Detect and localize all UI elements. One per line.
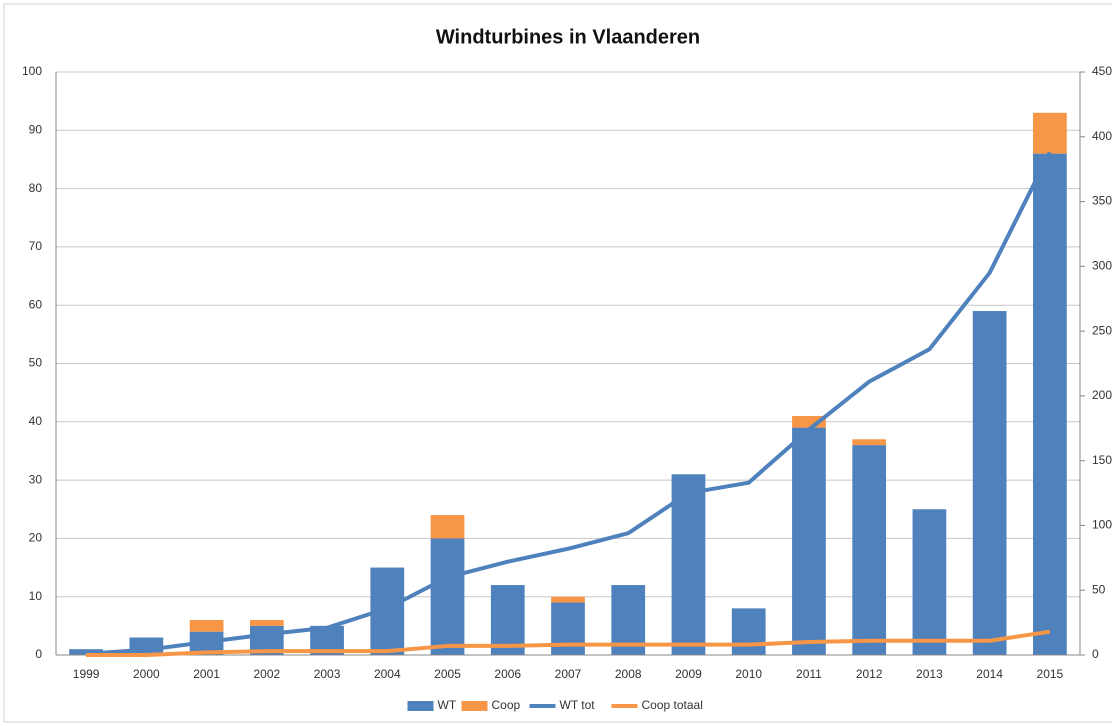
bar [671,474,706,655]
bar [792,427,826,655]
y2-tick-label: 0 [1092,647,1099,661]
bar [430,515,465,539]
bar [551,596,585,603]
chart-title: Windturbines in Vlaanderen [436,26,700,48]
y2-tick-label: 450 [1092,64,1112,78]
y-tick-label: 70 [29,239,43,253]
legend-swatch [461,701,488,711]
x-tick-label: 2003 [314,667,341,681]
x-tick-label: 2009 [675,667,702,681]
y-tick-label: 10 [29,589,43,603]
y2-tick-label: 150 [1092,453,1112,467]
y-tick-label: 0 [35,647,42,661]
y2-tick-label: 50 [1092,582,1106,596]
bar [490,585,525,655]
x-tick-label: 2002 [253,667,280,681]
x-tick-label: 2001 [193,667,220,681]
bar [249,620,284,626]
bar [189,620,224,632]
x-tick-label: 2006 [494,667,521,681]
legend-label: Coop [492,698,521,712]
legend-swatch [407,701,434,711]
line [85,151,1052,656]
x-tick-label: 2014 [976,667,1003,681]
x-tick-label: 2005 [434,667,461,681]
bar [792,415,826,428]
y-tick-label: 30 [29,472,43,486]
y-tick-label: 50 [29,356,43,370]
x-tick-label: 2004 [374,667,401,681]
x-tick-label: 2011 [796,667,822,681]
bar [1033,153,1067,655]
x-tick-label: 2012 [856,667,883,681]
line [86,629,1051,657]
x-tick-label: 1999 [73,667,100,681]
y-tick-label: 90 [29,122,43,136]
x-tick-label: 2007 [555,667,582,681]
bar [551,602,585,655]
bar [972,311,1007,655]
y-tick-label: 40 [29,414,43,428]
x-tick-label: 2015 [1037,667,1064,681]
bar [1033,112,1067,154]
legend-label: Coop totaal [642,698,703,712]
x-tick-label: 2013 [916,667,943,681]
y2-tick-label: 400 [1092,129,1112,143]
legend-label: WT tot [560,698,596,712]
x-tick-label: 2008 [615,667,642,681]
legend-label: WT [438,698,457,712]
y-tick-label: 100 [22,64,42,78]
bar [852,445,887,655]
bar [731,608,766,655]
y2-tick-label: 300 [1092,259,1112,273]
x-tick-label: 2010 [735,667,762,681]
y-tick-label: 80 [29,181,43,195]
bar [852,439,887,446]
x-tick-label: 2000 [133,667,160,681]
y-tick-label: 60 [29,297,43,311]
y2-tick-label: 200 [1092,388,1112,402]
y2-tick-label: 100 [1092,518,1112,532]
bar [912,509,947,655]
bar [430,538,465,655]
y2-tick-label: 350 [1092,194,1112,208]
y-tick-label: 20 [29,531,43,545]
y2-tick-label: 250 [1092,323,1112,337]
